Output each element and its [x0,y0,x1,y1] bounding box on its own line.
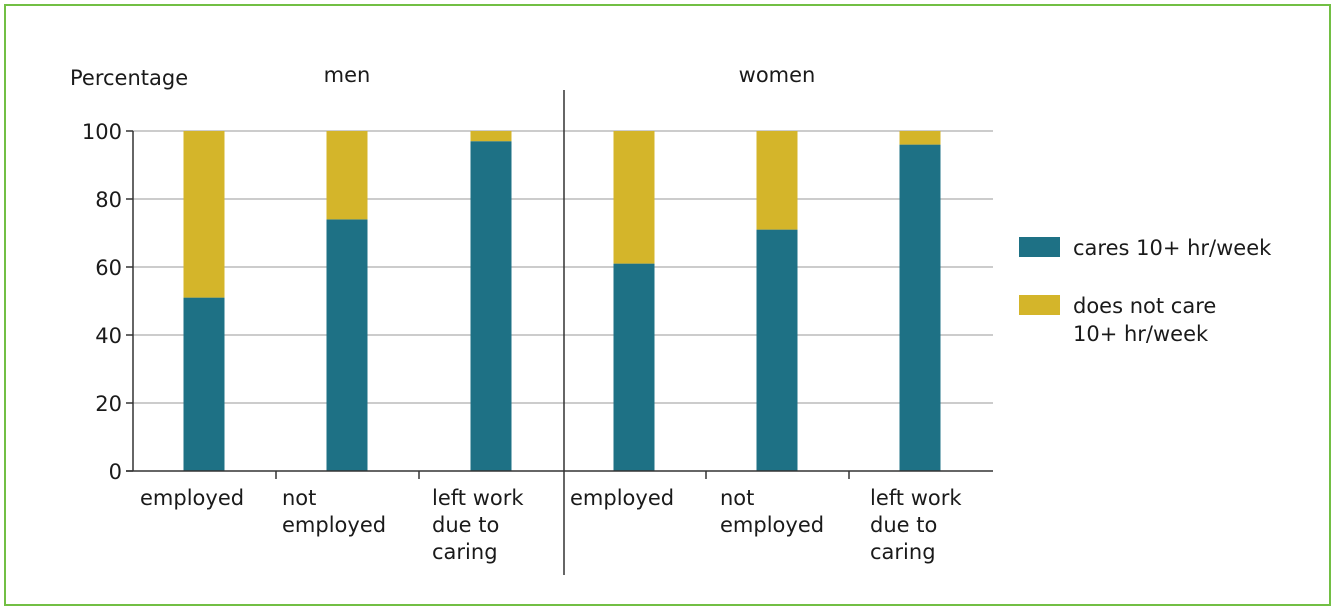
x-tick-label: due to [870,513,937,537]
bar-segment [756,229,798,471]
category-labels: employed not employed left work due to caring… [140,486,962,564]
x-tick-label: employed [282,513,386,537]
legend-swatch [1019,237,1060,257]
bar-segment [613,263,655,471]
x-tick-label: employed [140,486,244,510]
x-tick-label: not [720,486,754,510]
bar-segment [613,131,655,264]
group-labels: men women [324,63,816,87]
y-axis-label: Percentage [70,66,188,90]
chart-frame [4,4,1331,606]
bar-segment [899,131,941,145]
bar-segment [470,131,512,142]
bar-segment [899,144,941,471]
x-tick-label: left work [870,486,962,510]
x-tick-label: caring [870,540,936,564]
axes: 0 20 40 60 80 100 [82,90,993,575]
y-tick-label: 100 [82,120,122,144]
legend: cares 10+ hr/week does not care 10+ hr/wee… [1019,236,1272,346]
bar-segment [470,141,512,471]
bar-segment [183,297,225,471]
bar-segment [183,131,225,298]
legend-label: 10+ hr/week [1073,322,1209,346]
bar-segment [756,131,798,230]
legend-swatch [1019,295,1060,315]
legend-label: does not care [1073,294,1216,318]
group-label: men [324,63,371,87]
y-tick-label: 20 [95,392,122,416]
group-label: women [739,63,816,87]
x-tick-label: left work [432,486,524,510]
grid-lines [133,130,993,404]
y-tick-label: 60 [95,256,122,280]
x-tick-label: not [282,486,316,510]
y-tick-label: 80 [95,188,122,212]
y-tick-label: 0 [109,460,122,484]
x-tick-label: due to [432,513,499,537]
legend-label: cares 10+ hr/week [1073,236,1272,260]
bar-segment [326,131,368,220]
x-tick-label: employed [720,513,824,537]
bar-segment [326,219,368,471]
y-tick-label: 40 [95,324,122,348]
bars [183,131,941,471]
x-tick-label: caring [432,540,498,564]
x-tick-label: employed [570,486,674,510]
